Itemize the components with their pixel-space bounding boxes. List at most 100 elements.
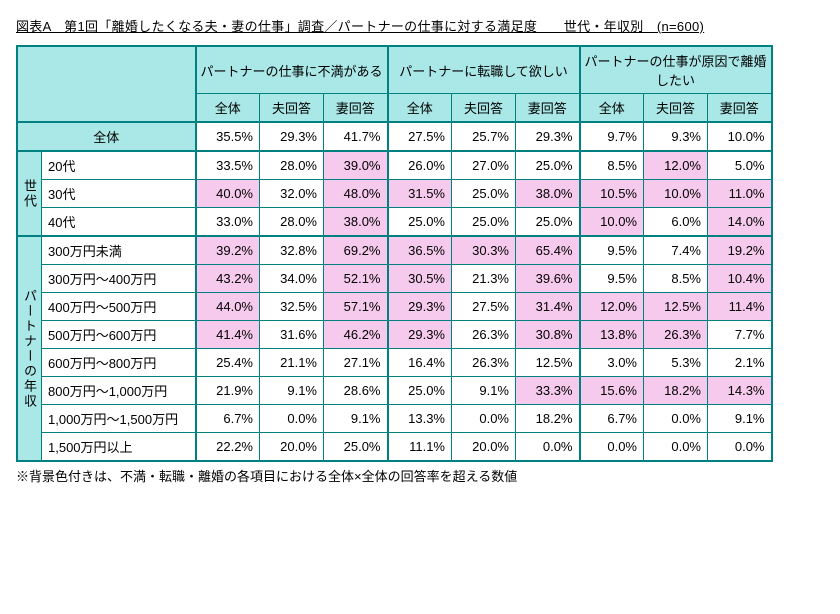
data-cell: 10.0%	[644, 180, 708, 208]
data-cell: 31.5%	[388, 180, 452, 208]
data-cell: 3.0%	[580, 349, 644, 377]
table-row: 300万円～400万円43.2%34.0%52.1%30.5%21.3%39.6…	[17, 265, 772, 293]
group-header: パートナーの仕事に不満がある	[196, 46, 388, 94]
data-cell: 25.4%	[196, 349, 260, 377]
data-cell: 38.0%	[324, 208, 388, 237]
data-cell: 33.3%	[516, 377, 580, 405]
table-row: 1,000万円～1,500万円6.7%0.0%9.1%13.3%0.0%18.2…	[17, 405, 772, 433]
data-cell: 41.4%	[196, 321, 260, 349]
figure-title: 図表A 第1回「離婚したくなる夫・妻の仕事」調査／パートナーの仕事に対する満足度…	[16, 16, 824, 35]
data-cell: 25.0%	[452, 208, 516, 237]
data-cell: 10.0%	[580, 208, 644, 237]
data-cell: 18.2%	[516, 405, 580, 433]
row-label: 300万円～400万円	[42, 265, 196, 293]
data-cell: 43.2%	[196, 265, 260, 293]
corner-cell	[17, 46, 196, 122]
data-cell: 13.3%	[388, 405, 452, 433]
data-cell: 16.4%	[388, 349, 452, 377]
data-cell: 20.0%	[260, 433, 324, 462]
data-cell: 11.4%	[708, 293, 772, 321]
data-cell: 25.7%	[452, 122, 516, 151]
row-label: 30代	[42, 180, 196, 208]
row-label: 500万円～600万円	[42, 321, 196, 349]
table-row: 400万円～500万円44.0%32.5%57.1%29.3%27.5%31.4…	[17, 293, 772, 321]
table-row: 600万円～800万円25.4%21.1%27.1%16.4%26.3%12.5…	[17, 349, 772, 377]
data-cell: 7.7%	[708, 321, 772, 349]
data-cell: 0.0%	[644, 405, 708, 433]
data-cell: 21.3%	[452, 265, 516, 293]
group-header: パートナーの仕事が原因で離婚したい	[580, 46, 772, 94]
sub-header: 妻回答	[516, 94, 580, 123]
table-header: パートナーの仕事に不満がある パートナーに転職して欲しい パートナーの仕事が原因…	[17, 46, 772, 122]
survey-table: パートナーの仕事に不満がある パートナーに転職して欲しい パートナーの仕事が原因…	[16, 45, 773, 462]
sub-header: 全体	[388, 94, 452, 123]
data-cell: 65.4%	[516, 236, 580, 265]
data-cell: 29.3%	[516, 122, 580, 151]
data-cell: 0.0%	[452, 405, 516, 433]
data-cell: 7.4%	[644, 236, 708, 265]
data-cell: 8.5%	[580, 151, 644, 180]
data-cell: 0.0%	[708, 433, 772, 462]
data-cell: 12.0%	[580, 293, 644, 321]
data-cell: 26.3%	[452, 349, 516, 377]
data-cell: 5.0%	[708, 151, 772, 180]
data-cell: 28.0%	[260, 208, 324, 237]
sub-header: 妻回答	[708, 94, 772, 123]
data-cell: 28.0%	[260, 151, 324, 180]
data-cell: 32.5%	[260, 293, 324, 321]
table-row: 全体35.5%29.3%41.7%27.5%25.7%29.3%9.7%9.3%…	[17, 122, 772, 151]
row-label-overall: 全体	[17, 122, 196, 151]
data-cell: 30.3%	[452, 236, 516, 265]
data-cell: 2.1%	[708, 349, 772, 377]
table-body: 全体35.5%29.3%41.7%27.5%25.7%29.3%9.7%9.3%…	[17, 122, 772, 461]
data-cell: 15.6%	[580, 377, 644, 405]
data-cell: 8.5%	[644, 265, 708, 293]
data-cell: 12.0%	[644, 151, 708, 180]
row-label: 20代	[42, 151, 196, 180]
data-cell: 21.1%	[260, 349, 324, 377]
data-cell: 9.7%	[580, 122, 644, 151]
data-cell: 0.0%	[260, 405, 324, 433]
data-cell: 26.3%	[644, 321, 708, 349]
row-label: 40代	[42, 208, 196, 237]
data-cell: 44.0%	[196, 293, 260, 321]
data-cell: 25.0%	[452, 180, 516, 208]
data-cell: 9.1%	[324, 405, 388, 433]
sub-header: 夫回答	[644, 94, 708, 123]
data-cell: 30.5%	[388, 265, 452, 293]
data-cell: 25.0%	[388, 208, 452, 237]
data-cell: 69.2%	[324, 236, 388, 265]
sub-header: 夫回答	[260, 94, 324, 123]
data-cell: 29.3%	[260, 122, 324, 151]
data-cell: 33.5%	[196, 151, 260, 180]
data-cell: 30.8%	[516, 321, 580, 349]
table-row: パートナーの年収300万円未満39.2%32.8%69.2%36.5%30.3%…	[17, 236, 772, 265]
row-label: 600万円～800万円	[42, 349, 196, 377]
data-cell: 22.2%	[196, 433, 260, 462]
data-cell: 21.9%	[196, 377, 260, 405]
data-cell: 32.0%	[260, 180, 324, 208]
data-cell: 18.2%	[644, 377, 708, 405]
group-header: パートナーに転職して欲しい	[388, 46, 580, 94]
sub-header: 全体	[580, 94, 644, 123]
data-cell: 25.0%	[388, 377, 452, 405]
data-cell: 26.0%	[388, 151, 452, 180]
sub-header: 妻回答	[324, 94, 388, 123]
data-cell: 9.1%	[452, 377, 516, 405]
table-row: 800万円～1,000万円21.9%9.1%28.6%25.0%9.1%33.3…	[17, 377, 772, 405]
row-label: 1,500万円以上	[42, 433, 196, 462]
table-row: 500万円～600万円41.4%31.6%46.2%29.3%26.3%30.8…	[17, 321, 772, 349]
data-cell: 27.5%	[388, 122, 452, 151]
data-cell: 32.8%	[260, 236, 324, 265]
data-cell: 0.0%	[516, 433, 580, 462]
data-cell: 25.0%	[516, 151, 580, 180]
data-cell: 12.5%	[644, 293, 708, 321]
data-cell: 12.5%	[516, 349, 580, 377]
data-cell: 11.0%	[708, 180, 772, 208]
table-row: 世代20代33.5%28.0%39.0%26.0%27.0%25.0%8.5%1…	[17, 151, 772, 180]
table-row: 1,500万円以上22.2%20.0%25.0%11.1%20.0%0.0%0.…	[17, 433, 772, 462]
data-cell: 27.0%	[452, 151, 516, 180]
row-label: 800万円～1,000万円	[42, 377, 196, 405]
row-label: 300万円未満	[42, 236, 196, 265]
data-cell: 6.7%	[580, 405, 644, 433]
